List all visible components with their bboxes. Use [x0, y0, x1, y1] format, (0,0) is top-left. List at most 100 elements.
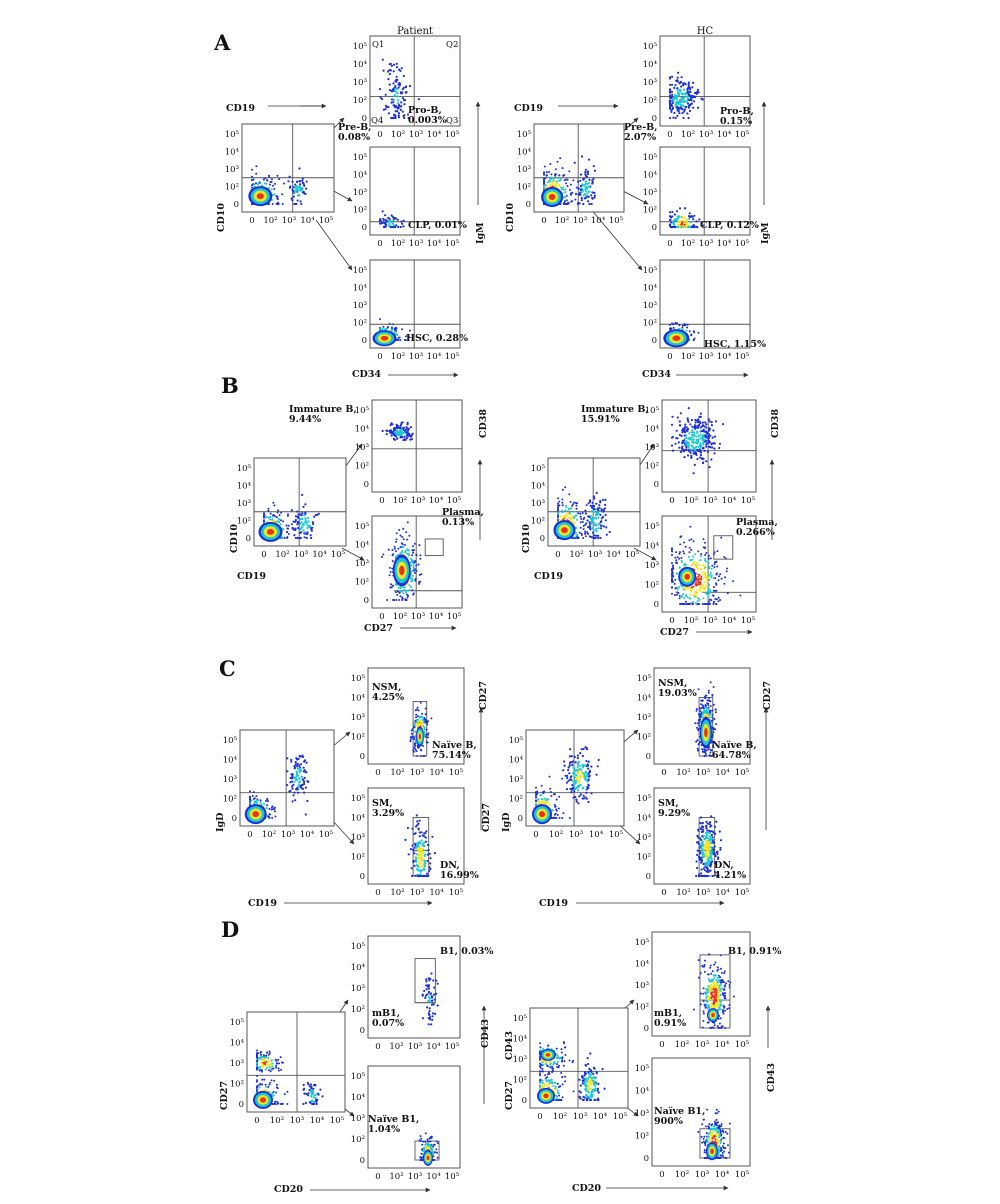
- event-dot: [684, 92, 687, 96]
- event-dot: [251, 795, 254, 797]
- event-dot: [599, 536, 602, 540]
- event-dot: [706, 867, 709, 870]
- event-dot: [252, 791, 255, 794]
- event-dot: [577, 771, 580, 775]
- event-dot: [535, 794, 537, 797]
- event-dot: [396, 218, 399, 221]
- event-dot: [698, 415, 701, 418]
- event-dot: [409, 738, 412, 741]
- event-dot: [576, 763, 580, 767]
- event-dot: [389, 424, 392, 427]
- event-dot: [673, 86, 676, 89]
- event-dot: [559, 157, 562, 160]
- event-dot: [575, 507, 578, 510]
- event-dot: [559, 178, 562, 181]
- event-dot: [545, 174, 548, 177]
- event-dot: [296, 510, 299, 513]
- event-dot: [671, 547, 673, 550]
- event-dot: [697, 580, 700, 582]
- event-dot: [697, 749, 699, 752]
- event-dot: [686, 326, 689, 329]
- event-dot: [428, 869, 431, 873]
- event-dot: [593, 517, 596, 520]
- event-dot: [303, 536, 306, 539]
- plot-a-patient-hsc: [369, 259, 461, 349]
- event-dot: [698, 598, 701, 601]
- event-dot: [411, 844, 414, 847]
- event-dot: [702, 706, 705, 709]
- event-dot: [551, 183, 554, 186]
- event-dot: [415, 860, 418, 863]
- event-dot: [682, 99, 685, 103]
- event-dot: [310, 536, 313, 540]
- event-dot: [673, 213, 677, 216]
- event-dot: [688, 330, 691, 333]
- event-dot: [670, 444, 674, 447]
- event-dot: [703, 577, 705, 579]
- event-dot: [273, 188, 276, 190]
- event-dot: [267, 509, 270, 512]
- event-dot: [683, 426, 686, 429]
- event-dot: [577, 536, 580, 540]
- event-dot: [397, 547, 400, 550]
- event-dot: [691, 587, 694, 590]
- event-dot: [593, 497, 596, 500]
- event-dot: [304, 813, 307, 816]
- event-dot: [408, 329, 411, 332]
- event-dot: [417, 854, 420, 857]
- event-dot: [382, 225, 385, 229]
- event-dot: [708, 832, 711, 835]
- event-dot: [561, 501, 564, 504]
- event-dot: [710, 815, 713, 818]
- event-dot: [585, 504, 588, 507]
- event-dot: [403, 116, 406, 120]
- event-dot: [420, 755, 422, 757]
- event-dot: [689, 423, 692, 426]
- event-dot: [576, 180, 580, 183]
- event-dot: [707, 557, 710, 560]
- event-dot: [602, 525, 606, 528]
- event-dot: [700, 703, 703, 706]
- event-dot: [695, 92, 699, 95]
- event-dot: [427, 843, 430, 847]
- event-dot: [712, 731, 715, 734]
- event-dot: [557, 807, 560, 810]
- density-core: [561, 527, 568, 534]
- event-dot: [711, 694, 714, 697]
- event-dot: [670, 90, 674, 93]
- event-dot: [580, 196, 583, 200]
- event-dot: [415, 750, 418, 753]
- event-dot: [392, 428, 396, 431]
- event-dot: [381, 58, 384, 61]
- event-dot: [566, 776, 569, 780]
- event-dot: [696, 578, 699, 580]
- event-dot: [695, 225, 699, 229]
- event-dot: [576, 780, 579, 783]
- event-dot: [397, 587, 400, 590]
- gating-arrow: [633, 547, 657, 561]
- event-dot: [707, 436, 711, 440]
- event-dot: [690, 419, 694, 422]
- event-dot: [556, 160, 559, 163]
- event-dot: [396, 95, 399, 98]
- event-dot: [671, 579, 673, 582]
- event-dot: [402, 115, 405, 118]
- event-dot: [426, 741, 429, 744]
- event-dot: [281, 193, 284, 196]
- plot-c-hc-parent: [525, 729, 625, 827]
- event-dot: [271, 817, 274, 819]
- event-dot: [283, 182, 285, 185]
- event-dot: [699, 589, 702, 592]
- event-dot: [557, 504, 559, 507]
- event-dot: [413, 726, 416, 729]
- event-dot: [672, 100, 675, 103]
- event-dot: [691, 225, 694, 229]
- event-dot: [580, 748, 583, 751]
- event-dot: [401, 110, 404, 113]
- event-dot: [297, 791, 300, 794]
- event-dot: [566, 185, 569, 187]
- event-dot: [681, 92, 685, 95]
- event-dot: [290, 509, 293, 512]
- event-dot: [599, 501, 602, 504]
- event-dot: [397, 590, 399, 593]
